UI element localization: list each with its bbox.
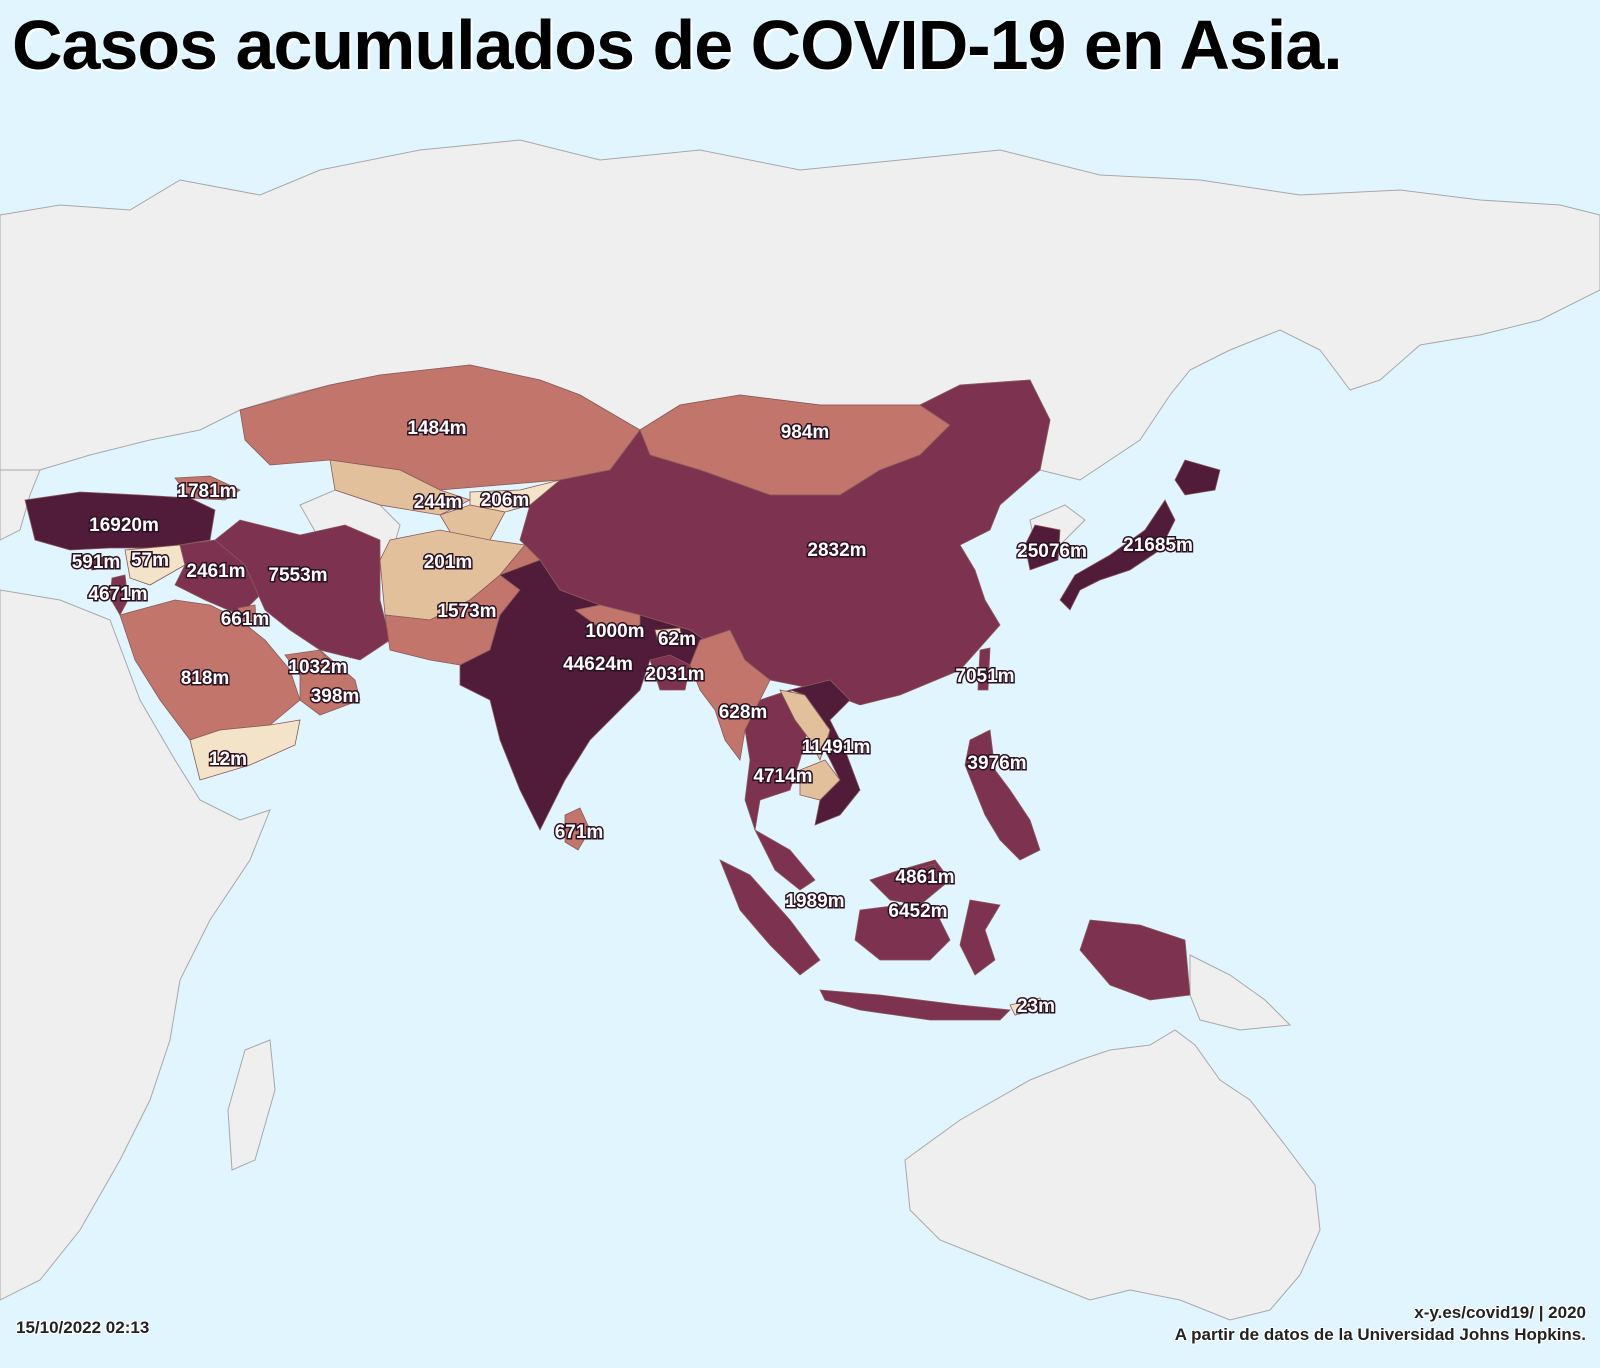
label-pakistan: 1573m	[437, 601, 496, 622]
label-kuwait: 661m	[221, 609, 270, 630]
country-japan	[1059, 459, 1221, 611]
label-kyrgyzstan: 206m	[481, 490, 530, 511]
country-south-korea	[1024, 524, 1061, 571]
timestamp: 15/10/2022 02:13	[16, 1318, 150, 1337]
madagascar-landmass	[227, 1039, 276, 1171]
credit-url: x-y.es/covid19/ | 2020	[1414, 1303, 1586, 1322]
page-title: Casos acumulados de COVID-19 en Asia.	[12, 6, 1343, 84]
label-turkey: 16920m	[89, 515, 159, 536]
no-data-land	[0, 139, 1600, 1321]
label-china: 2832m	[807, 540, 866, 561]
label-singapore: 1989m	[785, 891, 844, 912]
label-timor-leste: 23m	[1017, 996, 1055, 1017]
country-kuwait	[237, 604, 257, 621]
label-sri-lanka: 671m	[555, 822, 604, 843]
data-countries	[24, 364, 1221, 1021]
country-bangladesh	[649, 654, 691, 691]
country-sri-lanka	[564, 807, 591, 851]
value-labels: 1484m 984m 1781m 244m 206m 16920m 2832m …	[70, 417, 1194, 1019]
country-myanmar	[689, 629, 771, 761]
label-myanmar: 628m	[719, 702, 768, 723]
label-cyprus: 591m	[72, 552, 121, 573]
label-bhutan: 62m	[658, 629, 696, 650]
label-yemen: 12m	[209, 749, 247, 770]
country-nepal	[574, 604, 641, 631]
country-brunei	[921, 863, 937, 879]
country-oman	[299, 649, 361, 716]
label-kazakhstan: 1484m	[407, 418, 466, 439]
label-bangladesh: 2031m	[645, 664, 704, 685]
label-uae: 1032m	[288, 657, 347, 678]
australia-landmass	[904, 1029, 1321, 1321]
label-thailand: 4714m	[753, 766, 812, 787]
credit-source: A partir de datos de la Universidad John…	[1174, 1325, 1586, 1344]
label-taiwan: 7051m	[955, 666, 1014, 687]
label-south-korea: 25076m	[1017, 541, 1087, 562]
country-yemen	[189, 719, 301, 781]
country-indonesia	[719, 859, 1191, 1021]
label-saudi-arabia: 818m	[181, 668, 230, 689]
label-georgia: 1781m	[177, 481, 236, 502]
label-philippines: 3976m	[967, 753, 1026, 774]
label-mongolia: 984m	[781, 422, 830, 443]
label-malaysia: 6452m	[888, 901, 947, 922]
label-israel: 4671m	[88, 584, 147, 605]
country-timor-leste	[1009, 997, 1046, 1016]
country-taiwan	[977, 647, 991, 691]
country-cambodia	[799, 759, 841, 801]
label-iran: 7553m	[268, 565, 327, 586]
country-bhutan	[654, 627, 683, 643]
papua-new-guinea-landmass	[1189, 954, 1292, 1031]
country-malaysia	[754, 828, 951, 906]
country-cyprus	[84, 555, 116, 571]
label-syria: 57m	[131, 550, 169, 571]
label-brunei: 4861m	[895, 867, 954, 888]
label-uzbekistan: 244m	[414, 492, 463, 513]
country-philippines	[964, 729, 1041, 861]
europe-landmass	[0, 469, 41, 541]
label-vietnam: 11491m	[802, 737, 871, 758]
label-tajikistan: 201m	[424, 552, 473, 573]
africa-landmass	[0, 589, 271, 1301]
label-iraq: 2461m	[186, 561, 245, 582]
country-vietnam	[788, 679, 861, 826]
country-syria	[124, 544, 186, 586]
credits: x-y.es/covid19/ | 2020 A partir de datos…	[1175, 1302, 1586, 1346]
label-japan: 21685m	[1123, 535, 1193, 556]
label-india: 44624m	[563, 654, 633, 675]
label-oman: 398m	[311, 686, 360, 707]
country-israel	[109, 574, 129, 616]
country-turkey	[24, 491, 216, 551]
label-nepal: 1000m	[585, 621, 644, 642]
country-georgia	[174, 475, 241, 501]
